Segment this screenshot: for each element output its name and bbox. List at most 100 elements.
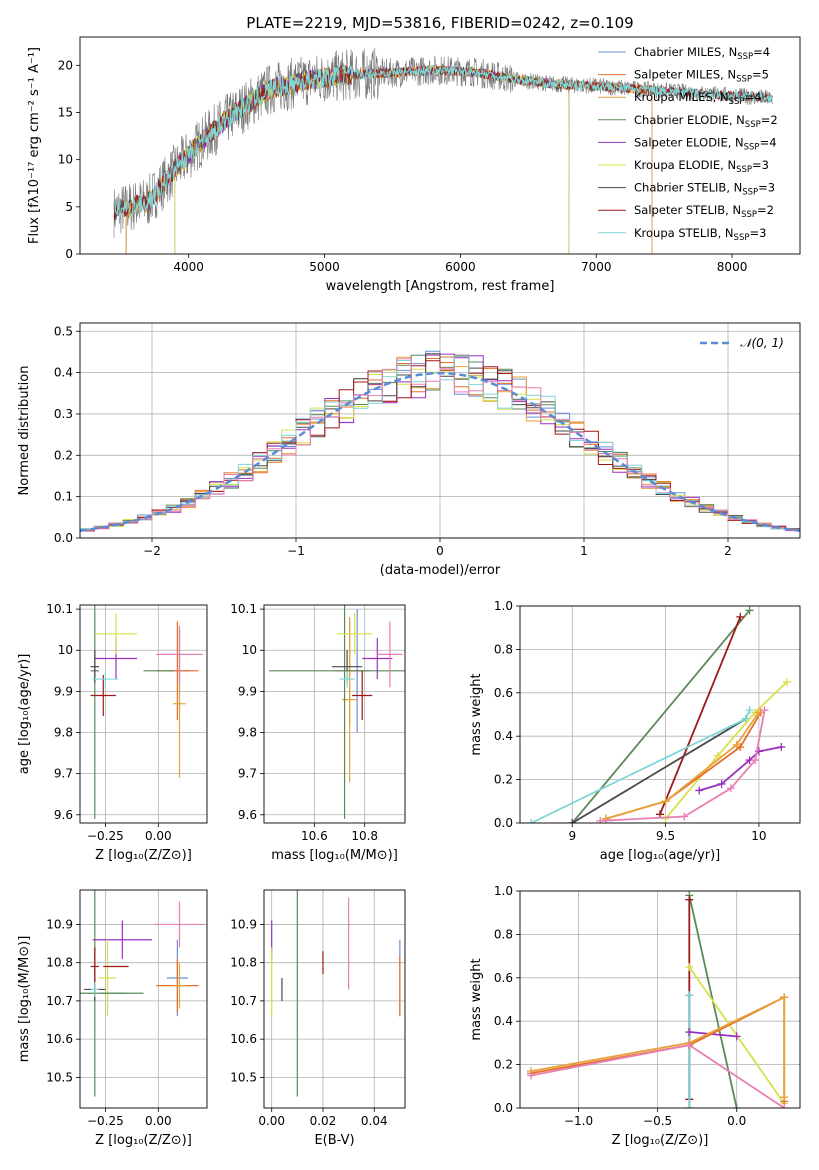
legend-label-tail: =4 — [744, 90, 761, 104]
model-line-salpeter_miles — [125, 64, 653, 254]
x-tick-label: 0 — [436, 544, 444, 558]
x-tick-label: 0.00 — [258, 1114, 285, 1128]
x-tick-label: 10 — [751, 829, 766, 843]
series-line — [605, 711, 762, 820]
y-tick-label: 0.8 — [494, 927, 513, 941]
legend-label-sub: SSP — [741, 210, 757, 220]
series-line — [689, 1031, 737, 1038]
plot-area — [113, 48, 774, 254]
x-tick-label: 9.5 — [656, 829, 675, 843]
model-line-salpeter_elodie — [174, 65, 570, 254]
figure-title: PLATE=2219, MJD=53816, FIBERID=0242, z=0… — [246, 14, 633, 32]
axes-frame — [519, 890, 801, 1109]
x-axis-label: Z [log₁₀(Z/Z⊙)] — [95, 1133, 192, 1148]
x-tick-label: −1 — [287, 544, 305, 558]
legend-label: Salpeter MILES, NSSP=5 — [634, 68, 769, 85]
series-line — [571, 609, 751, 823]
y-tick-label: 0.6 — [494, 971, 513, 985]
x-tick-label: −1.0 — [564, 1114, 593, 1128]
x-axis-label: mass [log₁₀(M/M⊙)] — [271, 848, 398, 863]
x-axis-label: (data-model)/error — [380, 563, 501, 578]
x-axis-label: Z [log₁₀(Z/Z⊙)] — [95, 848, 192, 863]
y-tick-label: 9.6 — [238, 808, 257, 822]
y-tick-label: 0.6 — [494, 686, 513, 700]
x-tick-label: 0.04 — [361, 1114, 388, 1128]
x-tick-label: 4000 — [173, 260, 204, 274]
x-tick-label: 8000 — [717, 260, 748, 274]
series-marker — [780, 1104, 789, 1108]
series-line — [530, 995, 786, 1098]
y-tick-label: 9.8 — [238, 726, 257, 740]
series-marker — [685, 1104, 694, 1108]
panel-age_vs_mass: 10.6 10.8 9.6 9.7 9.8 9.9 10 10.1 mass [log₁₀(M/… — [230, 602, 406, 863]
series-marker — [695, 786, 704, 795]
series-marker — [780, 1093, 789, 1102]
legend-label-sub: SSP — [745, 120, 761, 130]
x-tick-label: 2 — [724, 544, 732, 558]
x-tick-label: 0.00 — [145, 1114, 172, 1128]
legend-label: Chabrier MILES, NSSP=4 — [634, 45, 770, 62]
axes-frame — [79, 36, 801, 255]
x-tick-label: 9 — [568, 829, 576, 843]
legend-label-text: Kroupa ELODIE, N — [634, 158, 736, 172]
legend-label-text: Salpeter ELODIE, N — [634, 135, 744, 149]
y-tick-label: 9.9 — [54, 684, 73, 698]
axes-frame — [79, 604, 208, 824]
y-tick-label: 0.3 — [54, 407, 73, 421]
series-marker — [713, 751, 722, 760]
y-tick-label: 10.9 — [46, 917, 73, 931]
legend-label-tail: =3 — [758, 181, 775, 195]
y-tick-label: 10 — [58, 643, 73, 657]
legend-label-text: Chabrier ELODIE, N — [634, 113, 745, 127]
plot-area — [527, 606, 791, 823]
y-tick-label: 0.0 — [494, 1101, 513, 1115]
panel-mass_vs_ebv: 0.00 0.02 0.04 10.5 10.6 10.7 10.8 10.9 E(B-V) — [230, 889, 406, 1148]
y-tick-label: 10.6 — [230, 1032, 257, 1046]
plot-area — [80, 350, 800, 533]
series-line — [659, 616, 742, 815]
series-line — [571, 718, 747, 823]
series-marker — [782, 677, 791, 686]
series-marker — [732, 740, 741, 749]
y-tick-label: 10.8 — [46, 956, 73, 970]
y-tick-label: 0.0 — [494, 816, 513, 830]
series-marker — [596, 816, 605, 823]
x-tick-label: 0.02 — [310, 1114, 337, 1128]
model-line-chabrier_miles — [125, 64, 653, 254]
y-tick-label: 9.9 — [238, 684, 257, 698]
legend: 𝒩(0, 1) — [700, 336, 784, 350]
series-marker — [680, 812, 689, 821]
axes-frame — [519, 605, 801, 824]
legend-label-tail: =2 — [761, 113, 778, 127]
series-line — [530, 709, 751, 823]
x-tick-label: −0.25 — [87, 1114, 124, 1128]
legend-label: Kroupa ELODIE, NSSP=3 — [634, 158, 769, 175]
series-marker — [732, 1104, 741, 1108]
panel-massweight_vs_Z: −1.0 −0.5 0.0 0.0 0.2 0.4 0.6 0.8 1.0 Z [log₁₀(Z/… — [469, 884, 801, 1148]
x-tick-label: 0.00 — [145, 829, 172, 843]
legend-label-tail: =4 — [753, 45, 770, 59]
y-tick-label: 5 — [65, 200, 73, 214]
series-marker — [732, 1032, 741, 1041]
legend-label-tail: =3 — [752, 158, 769, 172]
y-tick-label: 9.7 — [238, 767, 257, 781]
legend-label: Salpeter STELIB, NSSP=2 — [634, 203, 774, 220]
y-tick-label: 0.2 — [494, 1058, 513, 1072]
y-axis-label: age [log₁₀(age/yr)] — [17, 654, 32, 775]
panel-massweight_vs_age: 9 9.5 10 0.0 0.2 0.4 0.6 0.8 1.0 age [log₁₀(age/y… — [469, 599, 801, 863]
legend-label-text: Chabrier MILES, N — [634, 45, 737, 59]
y-tick-label: 0.5 — [54, 324, 73, 338]
series-marker — [780, 993, 789, 1002]
plot-area — [90, 605, 203, 819]
y-tick-label: 20 — [58, 58, 73, 72]
x-axis-label: Z [log₁₀(Z/Z⊙)] — [612, 1133, 709, 1148]
y-tick-label: 10.7 — [46, 994, 73, 1008]
legend-label-tail: =4 — [760, 135, 777, 149]
x-tick-label: −0.25 — [87, 829, 124, 843]
legend-label-text: Salpeter STELIB, N — [634, 203, 741, 217]
y-tick-label: 0.4 — [494, 1014, 513, 1028]
y-tick-label: 10 — [242, 643, 257, 657]
legend-label-sub: SSP — [736, 75, 752, 85]
legend-label: Kroupa STELIB, NSSP=3 — [634, 226, 766, 243]
